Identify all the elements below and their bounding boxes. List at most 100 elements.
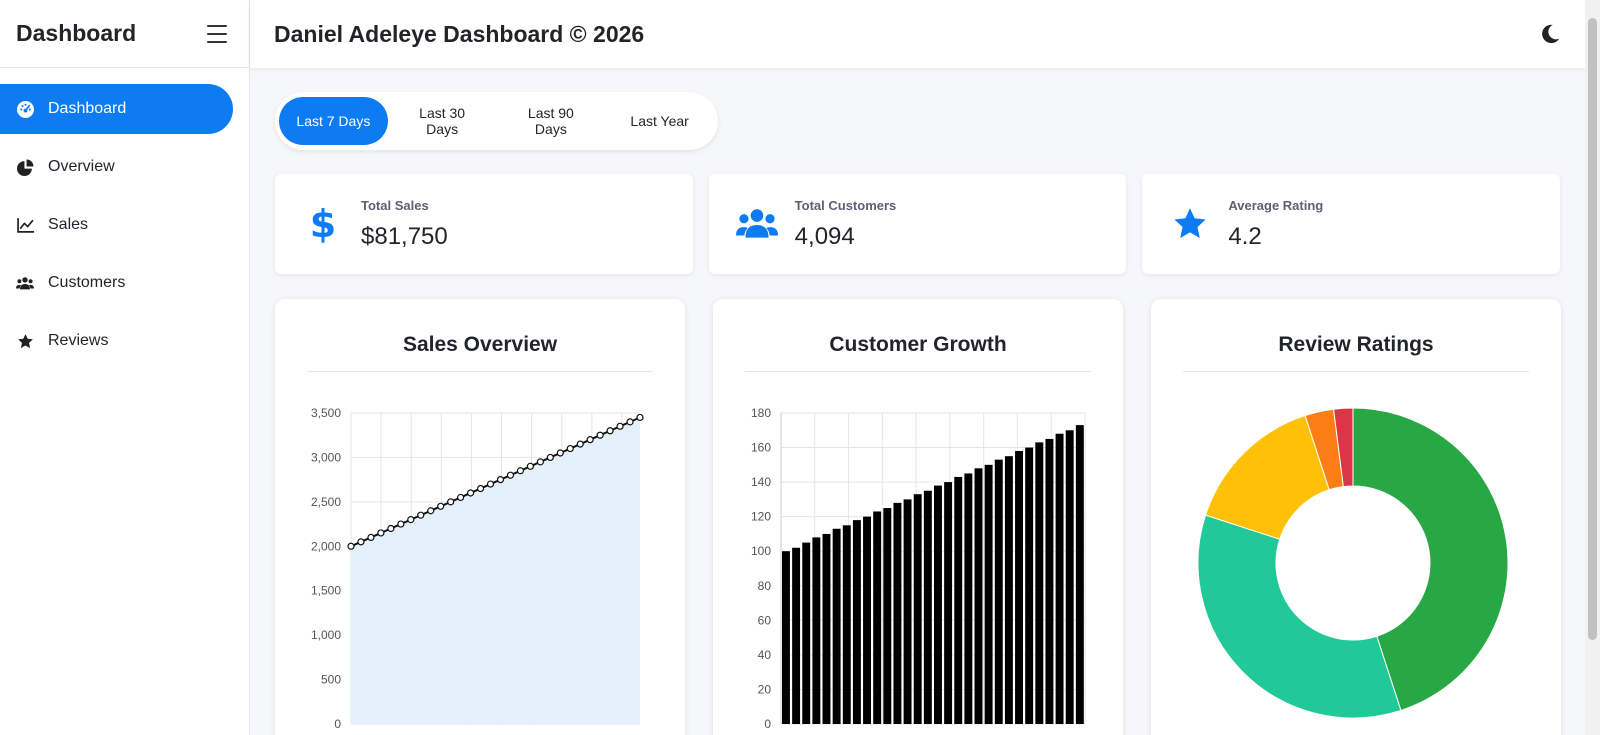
divider	[1183, 371, 1529, 372]
moon-icon[interactable]	[1539, 23, 1561, 45]
stat-label: Total Customers	[794, 197, 897, 213]
bar	[1065, 430, 1074, 724]
stat-value: 4,094	[794, 222, 855, 250]
stat-value: $81,750	[361, 222, 448, 250]
y-tick-label: 1,000	[311, 628, 341, 642]
bar	[1035, 442, 1044, 724]
data-point	[347, 542, 355, 550]
sidebar-item-label: Reviews	[48, 332, 109, 349]
total-sales-card: $ Total Sales $81,750	[275, 174, 693, 274]
sidebar-header: Dashboard	[0, 0, 249, 68]
brand-title: Dashboard	[16, 20, 137, 46]
bar	[903, 499, 912, 724]
sales-overview-chart: 0 500 1,000 1,500 2,000 2,500 3,000 3,500	[311, 406, 644, 731]
date-range-selector: Last 7 Days Last 30 Days Last 90 Days La…	[275, 92, 718, 150]
y-tick-label: 180	[751, 406, 771, 420]
y-tick-label: 3,000	[311, 450, 341, 464]
data-point	[606, 427, 614, 435]
bar	[883, 508, 892, 724]
stat-label: Average Rating	[1228, 197, 1324, 213]
topbar: Daniel Adeleye Dashboard © 2026	[250, 0, 1585, 68]
pie-slice	[1204, 414, 1330, 540]
sidebar-item-overview[interactable]: Overview	[0, 142, 233, 192]
stats-row: $ Total Sales $81,750 Total Customers 4,…	[275, 174, 1561, 274]
pie-slice	[1352, 407, 1509, 712]
data-point	[457, 493, 465, 502]
users-icon	[16, 274, 34, 292]
stat-value: 4.2	[1228, 222, 1262, 250]
y-tick-label: 80	[758, 579, 772, 593]
customer-growth-chart: 0 20 40 60 80 100 120 140 160 180	[751, 406, 1086, 731]
hamburger-menu-icon[interactable]	[207, 24, 227, 43]
y-tick-label: 140	[751, 475, 771, 489]
line-chart-icon	[16, 216, 34, 234]
bar	[832, 528, 841, 724]
y-tick-label: 160	[751, 441, 771, 455]
y-tick-label: 2,500	[311, 495, 341, 509]
data-point	[367, 533, 375, 541]
star-icon	[16, 332, 34, 350]
y-tick-label: 120	[751, 510, 771, 524]
divider	[307, 371, 653, 372]
data-point	[407, 516, 415, 524]
data-point	[466, 489, 475, 497]
bar	[863, 516, 871, 724]
bar	[1045, 438, 1054, 724]
main-content: Last 7 Days Last 30 Days Last 90 Days La…	[250, 68, 1585, 735]
chart-title: Sales Overview	[402, 333, 558, 356]
y-tick-label: 500	[321, 673, 341, 687]
y-tick-label: 3,500	[311, 406, 341, 420]
sidebar-item-reviews[interactable]: Reviews	[0, 316, 233, 366]
charts-row: Sales Overview 0 500 1,000 1,500 2,000 2,500 3…	[275, 299, 1561, 735]
range-last-year-button[interactable]: Last Year	[630, 113, 689, 129]
data-point	[616, 422, 624, 430]
data-point	[596, 431, 604, 439]
data-point	[556, 449, 564, 457]
bar	[1075, 425, 1084, 724]
bar	[842, 525, 851, 724]
divider	[745, 371, 1091, 372]
scrollbar[interactable]	[1585, 0, 1600, 735]
data-point	[626, 418, 634, 426]
bar	[1015, 451, 1023, 724]
bar	[822, 533, 831, 724]
scrollbar-thumb[interactable]	[1588, 18, 1597, 640]
bar	[782, 551, 790, 724]
bar	[944, 482, 953, 724]
data-point	[546, 453, 554, 462]
svg-text:$: $	[310, 205, 336, 243]
bar	[923, 490, 932, 724]
sidebar-item-label: Dashboard	[48, 100, 127, 117]
data-point	[437, 502, 445, 510]
review-ratings-chart	[1197, 407, 1509, 719]
data-point	[377, 529, 385, 537]
y-tick-label: 0	[764, 717, 771, 731]
range-last-90-days-button[interactable]: Last 90 Days	[527, 105, 574, 137]
y-tick-label: 60	[758, 613, 772, 627]
bar	[802, 542, 811, 724]
bar	[1055, 433, 1064, 724]
data-point	[447, 498, 455, 506]
pie-chart-icon	[16, 158, 34, 176]
sidebar-nav: Dashboard Overview Sales Customers	[0, 68, 249, 366]
data-point	[476, 484, 485, 493]
review-ratings-card: Review Ratings	[1151, 299, 1561, 735]
data-point	[566, 444, 574, 453]
range-last-30-days-button[interactable]: Last 30 Days	[419, 105, 466, 137]
customer-growth-card: Customer Growth 0 20 40 60 80 100 120 140 160 180	[713, 299, 1123, 735]
sales-overview-card: Sales Overview 0 500 1,000 1,500 2,000 2,500 3…	[275, 299, 685, 735]
chart-title: Customer Growth	[829, 333, 1007, 356]
sidebar-item-customers[interactable]: Customers	[0, 258, 233, 308]
stat-label: Total Sales	[361, 197, 429, 213]
y-tick-label: 20	[758, 682, 772, 696]
bar	[812, 537, 821, 724]
range-last-7-days-button[interactable]: Last 7 Days	[279, 97, 388, 145]
sidebar-item-dashboard[interactable]: Dashboard	[0, 84, 233, 134]
average-rating-card: Average Rating 4.2	[1142, 174, 1561, 274]
data-point	[397, 520, 405, 528]
gauge-icon	[16, 100, 34, 118]
y-tick-label: 2,000	[311, 539, 341, 553]
data-point	[636, 413, 644, 422]
sidebar-item-sales[interactable]: Sales	[0, 200, 233, 250]
data-point	[496, 476, 505, 484]
